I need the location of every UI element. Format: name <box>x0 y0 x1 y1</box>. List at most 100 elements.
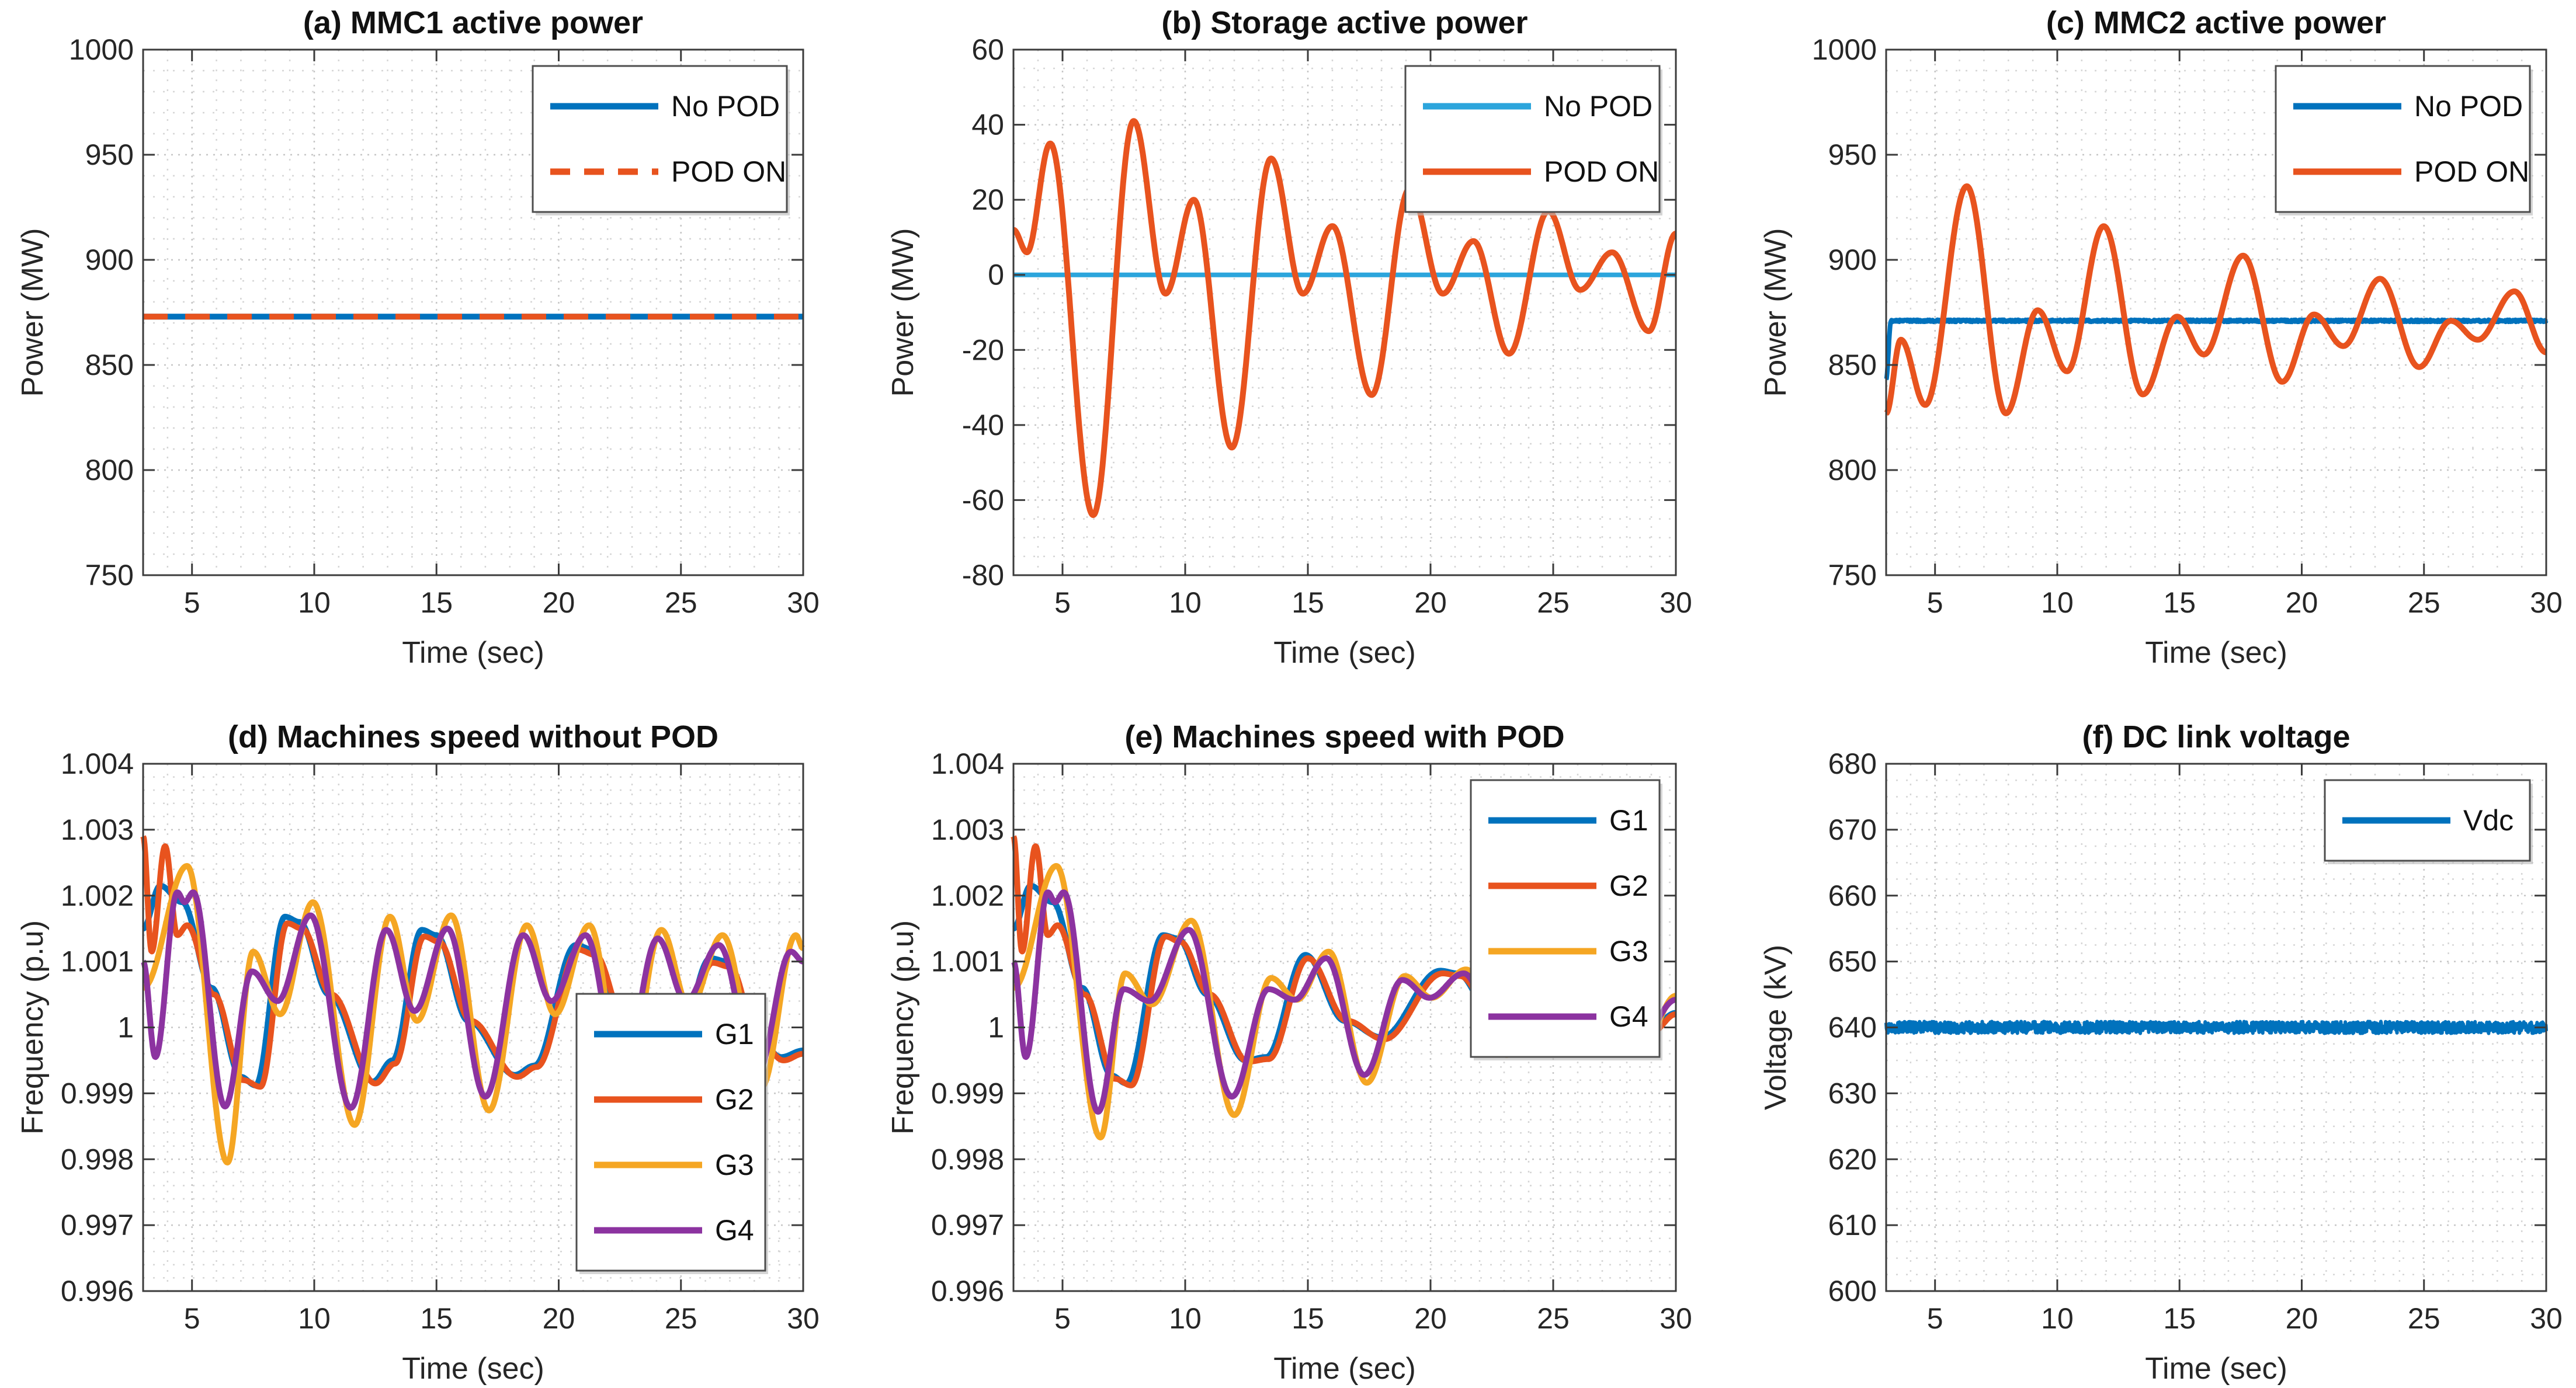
legend-label-g2: G2 <box>715 1083 754 1116</box>
y-tick-label: 60 <box>971 33 1004 66</box>
x-tick-label: 10 <box>1169 1302 1202 1335</box>
x-tick-label: 25 <box>1537 586 1570 619</box>
y-tick-label: 20 <box>971 183 1004 216</box>
y-axis-label-b: Power (MW) <box>886 228 920 397</box>
x-tick-label: 5 <box>1927 1302 1943 1335</box>
y-tick-label: 900 <box>85 243 134 276</box>
chart-svg-b: 5 10 15 20 25 30 -80 -60 -40 -20 0 20 40 60 (b) Storag… <box>886 5 1692 670</box>
y-tick-label: 0.996 <box>931 1275 1004 1307</box>
y-tick-label: 610 <box>1828 1209 1877 1241</box>
x-tick-label: 30 <box>1660 586 1692 619</box>
x-tick-label: 25 <box>2408 586 2440 619</box>
y-tick-label: -60 <box>962 483 1004 516</box>
x-axis-label-d: Time (sec) <box>402 1352 544 1386</box>
legend-label-pod-on: POD ON <box>1544 155 1659 188</box>
series-line-f-vdc <box>1884 1020 2548 1035</box>
y-tick-label: 0.997 <box>931 1209 1004 1241</box>
y-tick-label: 1.004 <box>931 747 1004 780</box>
y-tick-label: 850 <box>85 349 134 381</box>
y-tick-label: 0.998 <box>61 1143 134 1175</box>
subplot-b-storage-active-power: 5 10 15 20 25 30 -80 -60 -40 -20 0 20 40 60 (b) Storag… <box>859 0 1717 694</box>
x-tick-label: 15 <box>420 586 453 619</box>
series-line-b-pod-on <box>1011 118 1678 519</box>
legend-label-g2: G2 <box>1609 869 1648 902</box>
x-tick-label: 20 <box>543 586 575 619</box>
chart-title-c: (c) MMC2 active power <box>2046 5 2386 40</box>
y-axis-label-f: Voltage (kV) <box>1759 945 1793 1110</box>
y-tick-label: 800 <box>1828 454 1877 486</box>
x-axis-label-a: Time (sec) <box>402 636 544 670</box>
y-tick-label: 750 <box>85 559 134 592</box>
axes-a: 5 10 15 20 25 30 750 800 850 900 950 1000 <box>69 33 820 619</box>
x-tick-label: 10 <box>2041 586 2074 619</box>
legend-f: Vdc <box>2324 779 2533 864</box>
y-tick-label: 850 <box>1828 349 1877 381</box>
subplot-c-mmc2-active-power: 5 10 15 20 25 30 750 800 850 900 950 1000 (c) MMC2 a… <box>1717 0 2576 694</box>
series-line-c-pod-on <box>1884 183 2549 416</box>
chart-svg-f: 5 10 15 20 25 30 600 610 620 630 640 650 660 670 680 (f… <box>1759 719 2563 1386</box>
x-tick-label: 30 <box>787 586 820 619</box>
x-tick-label: 5 <box>1054 1302 1071 1335</box>
x-tick-label: 10 <box>298 586 331 619</box>
y-tick-label: 640 <box>1828 1011 1877 1044</box>
chart-svg-c: 5 10 15 20 25 30 750 800 850 900 950 1000 (c) MMC2 a… <box>1759 5 2563 670</box>
legend-label-pod-on: POD ON <box>671 155 786 188</box>
x-tick-label: 30 <box>2530 1302 2563 1335</box>
legend-label-no-pod: No POD <box>671 90 780 123</box>
y-tick-label: 1 <box>117 1011 134 1044</box>
subplot-f-dc-link-voltage: 5 10 15 20 25 30 600 610 620 630 640 650 660 670 680 (f… <box>1717 694 2576 1388</box>
legend-label-g4: G4 <box>715 1214 754 1247</box>
y-tick-label: 1.004 <box>61 747 134 780</box>
x-tick-label: 5 <box>1927 586 1943 619</box>
x-tick-label: 30 <box>2530 586 2563 619</box>
y-tick-label: 1000 <box>1812 33 1877 66</box>
chart-title-e: (e) Machines speed with POD <box>1124 719 1564 754</box>
x-tick-label: 5 <box>184 586 200 619</box>
x-tick-label: 20 <box>2286 586 2318 619</box>
y-axis-label-a: Power (MW) <box>16 228 50 397</box>
y-tick-label: 800 <box>85 454 134 486</box>
subplot-a-mmc1-active-power: 5 10 15 20 25 30 750 800 850 900 950 1000 (a) MMC1 a… <box>0 0 859 694</box>
x-tick-label: 15 <box>2163 1302 2196 1335</box>
legend-label-g4: G4 <box>1609 1000 1648 1033</box>
y-tick-label: 750 <box>1828 559 1877 592</box>
y-tick-label: -40 <box>962 409 1004 441</box>
x-tick-label: 10 <box>1169 586 1202 619</box>
x-tick-label: 25 <box>665 1302 697 1335</box>
y-tick-label: 630 <box>1828 1077 1877 1109</box>
axes-b: 5 10 15 20 25 30 -80 -60 -40 -20 0 20 40 60 <box>962 33 1692 619</box>
y-tick-label: 1.003 <box>931 813 1004 846</box>
x-tick-label: 25 <box>2408 1302 2440 1335</box>
x-tick-label: 30 <box>787 1302 820 1335</box>
chart-svg-a: 5 10 15 20 25 30 750 800 850 900 950 1000 (a) MMC1 a… <box>16 5 820 670</box>
x-tick-label: 25 <box>665 586 697 619</box>
chart-title-a: (a) MMC1 active power <box>303 5 643 40</box>
y-axis-label-c: Power (MW) <box>1759 228 1793 397</box>
y-tick-label: -20 <box>962 333 1004 366</box>
grid-c <box>1885 50 2547 575</box>
y-tick-label: 0.999 <box>931 1077 1004 1109</box>
y-tick-label: 1000 <box>69 33 134 66</box>
chart-title-f: (f) DC link voltage <box>2082 719 2350 754</box>
x-axis-label-b: Time (sec) <box>1273 636 1416 670</box>
legend-label-vdc: Vdc <box>2463 804 2513 837</box>
chart-title-b: (b) Storage active power <box>1161 5 1527 40</box>
x-tick-label: 15 <box>2163 586 2196 619</box>
series-group-f <box>1884 1020 2548 1035</box>
y-tick-label: 950 <box>1828 138 1877 171</box>
x-axis-label-e: Time (sec) <box>1273 1352 1416 1386</box>
legend-label-g3: G3 <box>715 1149 754 1181</box>
y-axis-label-e: Frequency (p.u) <box>886 920 920 1135</box>
series-group-c <box>1884 183 2549 416</box>
axes-e: 5 10 15 20 25 30 0.996 0.997 0.998 0.999 1 1.001 1.0… <box>931 747 1692 1335</box>
axes-f: 5 10 15 20 25 30 600 610 620 630 640 650 660 670 680 <box>1828 747 2563 1335</box>
legend-e: G1 G2 G3 G4 <box>1470 779 1662 1060</box>
x-tick-label: 15 <box>1292 586 1324 619</box>
x-tick-label: 5 <box>184 1302 200 1335</box>
y-tick-label: 1.003 <box>61 813 134 846</box>
legend-label-g1: G1 <box>1609 804 1648 837</box>
legend-label-no-pod: No POD <box>2414 90 2523 123</box>
chart-svg-d: 5 10 15 20 25 30 0.996 0.997 0.998 0.999 1 1.001 1.0… <box>16 719 820 1386</box>
legend-label-g3: G3 <box>1609 935 1648 968</box>
